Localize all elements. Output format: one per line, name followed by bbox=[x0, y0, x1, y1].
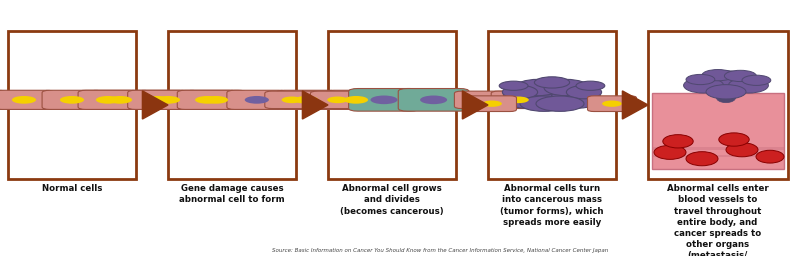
FancyBboxPatch shape bbox=[652, 147, 784, 150]
Ellipse shape bbox=[719, 133, 750, 146]
Ellipse shape bbox=[686, 74, 715, 85]
Ellipse shape bbox=[662, 135, 693, 148]
FancyBboxPatch shape bbox=[0, 90, 54, 109]
Text: Abnormal cell grows
and divides
(becomes cancerous): Abnormal cell grows and divides (becomes… bbox=[340, 184, 444, 216]
FancyBboxPatch shape bbox=[227, 90, 286, 109]
Ellipse shape bbox=[60, 96, 84, 104]
FancyBboxPatch shape bbox=[454, 91, 509, 109]
Polygon shape bbox=[302, 91, 328, 119]
Ellipse shape bbox=[544, 79, 589, 96]
Ellipse shape bbox=[294, 96, 318, 104]
Text: Source: Basic Information on Cancer You Should Know from the Cancer Information : Source: Basic Information on Cancer You … bbox=[272, 248, 608, 253]
Ellipse shape bbox=[654, 145, 686, 159]
FancyBboxPatch shape bbox=[138, 90, 198, 109]
Ellipse shape bbox=[520, 96, 568, 111]
Polygon shape bbox=[462, 91, 488, 119]
Ellipse shape bbox=[725, 70, 757, 82]
FancyBboxPatch shape bbox=[168, 31, 296, 179]
Ellipse shape bbox=[96, 96, 120, 104]
FancyBboxPatch shape bbox=[42, 90, 102, 109]
Ellipse shape bbox=[686, 152, 718, 166]
Text: Abnormal cells turn
into cancerous mass
(tumor forms), which
spreads more easily: Abnormal cells turn into cancerous mass … bbox=[500, 184, 604, 227]
Ellipse shape bbox=[550, 89, 602, 108]
Ellipse shape bbox=[282, 97, 302, 103]
FancyBboxPatch shape bbox=[128, 90, 187, 109]
FancyBboxPatch shape bbox=[652, 155, 784, 157]
Text: Abnormal cells enter
blood vessels to
travel throughout
entire body, and
cancer : Abnormal cells enter blood vessels to tr… bbox=[666, 184, 769, 256]
Ellipse shape bbox=[420, 95, 447, 104]
Ellipse shape bbox=[536, 96, 584, 111]
Ellipse shape bbox=[729, 78, 769, 93]
FancyBboxPatch shape bbox=[488, 31, 616, 179]
Text: Normal cells: Normal cells bbox=[42, 184, 102, 193]
FancyBboxPatch shape bbox=[178, 90, 237, 109]
Text: Gene damage causes
abnormal cell to form: Gene damage causes abnormal cell to form bbox=[179, 184, 285, 205]
FancyBboxPatch shape bbox=[265, 91, 319, 109]
Ellipse shape bbox=[156, 96, 180, 104]
Ellipse shape bbox=[716, 91, 736, 103]
Ellipse shape bbox=[502, 86, 538, 99]
Polygon shape bbox=[622, 91, 648, 119]
FancyBboxPatch shape bbox=[349, 89, 419, 111]
Ellipse shape bbox=[204, 96, 228, 104]
Ellipse shape bbox=[742, 75, 771, 86]
FancyBboxPatch shape bbox=[310, 91, 365, 109]
Ellipse shape bbox=[344, 96, 368, 104]
FancyBboxPatch shape bbox=[90, 90, 150, 109]
Ellipse shape bbox=[515, 79, 560, 96]
Ellipse shape bbox=[702, 70, 734, 81]
Ellipse shape bbox=[499, 81, 528, 90]
Ellipse shape bbox=[245, 96, 269, 104]
FancyBboxPatch shape bbox=[467, 96, 517, 112]
Ellipse shape bbox=[12, 96, 36, 104]
Ellipse shape bbox=[696, 71, 757, 92]
FancyBboxPatch shape bbox=[186, 90, 246, 109]
Ellipse shape bbox=[370, 95, 398, 104]
Ellipse shape bbox=[471, 97, 492, 103]
Ellipse shape bbox=[683, 78, 724, 93]
Ellipse shape bbox=[602, 101, 622, 107]
FancyBboxPatch shape bbox=[587, 96, 637, 112]
FancyBboxPatch shape bbox=[277, 90, 336, 109]
Ellipse shape bbox=[516, 81, 588, 109]
FancyBboxPatch shape bbox=[648, 31, 788, 179]
FancyBboxPatch shape bbox=[328, 31, 456, 179]
FancyBboxPatch shape bbox=[8, 31, 136, 179]
Polygon shape bbox=[142, 91, 168, 119]
Ellipse shape bbox=[327, 97, 348, 103]
Ellipse shape bbox=[146, 96, 170, 104]
FancyBboxPatch shape bbox=[0, 90, 6, 109]
Ellipse shape bbox=[566, 86, 602, 99]
Ellipse shape bbox=[195, 96, 219, 104]
Ellipse shape bbox=[508, 97, 529, 103]
Ellipse shape bbox=[534, 77, 570, 88]
FancyBboxPatch shape bbox=[652, 93, 784, 169]
FancyBboxPatch shape bbox=[398, 89, 469, 111]
Ellipse shape bbox=[706, 85, 746, 99]
Ellipse shape bbox=[502, 89, 554, 108]
Ellipse shape bbox=[108, 96, 132, 104]
FancyBboxPatch shape bbox=[326, 90, 386, 109]
Ellipse shape bbox=[576, 81, 605, 90]
Ellipse shape bbox=[726, 143, 758, 157]
Ellipse shape bbox=[482, 101, 502, 107]
Ellipse shape bbox=[756, 150, 784, 163]
FancyBboxPatch shape bbox=[491, 91, 546, 109]
FancyBboxPatch shape bbox=[78, 90, 138, 109]
